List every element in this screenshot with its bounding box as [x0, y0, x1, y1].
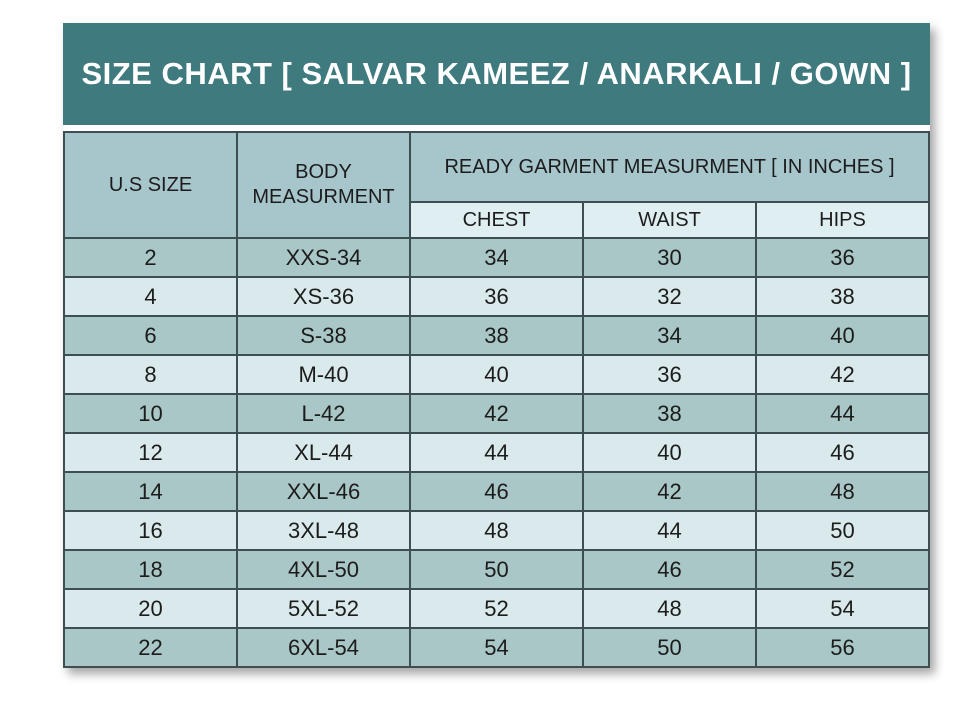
title-bar: SIZE CHART [ SALVAR KAMEEZ / ANARKALI / …: [63, 23, 930, 125]
table-row: 20 5XL-52 52 48 54: [63, 588, 930, 629]
cell-waist: 42: [582, 471, 757, 512]
table-row: 16 3XL-48 48 44 50: [63, 510, 930, 551]
cell-body-measurement: XXS-34: [236, 237, 411, 278]
cell-body-measurement: S-38: [236, 315, 411, 356]
cell-us-size: 10: [63, 393, 238, 434]
cell-us-size: 16: [63, 510, 238, 551]
cell-waist: 30: [582, 237, 757, 278]
cell-body-measurement: 3XL-48: [236, 510, 411, 551]
cell-us-size: 22: [63, 627, 238, 668]
header-ready-garment: READY GARMENT MEASURMENT [ IN INCHES ]: [409, 131, 930, 203]
header-row-main: U.S SIZE BODY MEASURMENT READY GARMENT M…: [63, 131, 930, 239]
table-row: 10 L-42 42 38 44: [63, 393, 930, 434]
cell-hips: 48: [755, 471, 930, 512]
cell-hips: 46: [755, 432, 930, 473]
cell-body-measurement: 4XL-50: [236, 549, 411, 590]
cell-us-size: 12: [63, 432, 238, 473]
cell-body-measurement: L-42: [236, 393, 411, 434]
cell-chest: 40: [409, 354, 584, 395]
table-row: 22 6XL-54 54 50 56: [63, 627, 930, 668]
cell-body-measurement: XL-44: [236, 432, 411, 473]
cell-waist: 40: [582, 432, 757, 473]
cell-chest: 50: [409, 549, 584, 590]
table-row: 18 4XL-50 50 46 52: [63, 549, 930, 590]
cell-waist: 34: [582, 315, 757, 356]
cell-body-measurement: 5XL-52: [236, 588, 411, 629]
header-hips: HIPS: [755, 201, 930, 239]
header-waist: WAIST: [582, 201, 757, 239]
header-body-measurement: BODY MEASURMENT: [236, 131, 411, 239]
page-title: SIZE CHART [ SALVAR KAMEEZ / ANARKALI / …: [81, 56, 912, 91]
cell-body-measurement: M-40: [236, 354, 411, 395]
size-rows: 2 XXS-34 34 30 36 4 XS-36 36 32 38 6 S-38 38 34 40 8 M-4…: [63, 237, 930, 668]
cell-us-size: 6: [63, 315, 238, 356]
cell-chest: 36: [409, 276, 584, 317]
header-us-size: U.S SIZE: [63, 131, 238, 239]
cell-waist: 46: [582, 549, 757, 590]
cell-hips: 56: [755, 627, 930, 668]
table-row: 2 XXS-34 34 30 36: [63, 237, 930, 278]
table-row: 8 M-40 40 36 42: [63, 354, 930, 395]
cell-us-size: 18: [63, 549, 238, 590]
table-row: 14 XXL-46 46 42 48: [63, 471, 930, 512]
cell-hips: 52: [755, 549, 930, 590]
cell-us-size: 14: [63, 471, 238, 512]
cell-chest: 54: [409, 627, 584, 668]
header-row-sub: CHEST WAIST HIPS: [64, 201, 930, 239]
cell-chest: 48: [409, 510, 584, 551]
cell-chest: 34: [409, 237, 584, 278]
cell-waist: 44: [582, 510, 757, 551]
cell-body-measurement: XS-36: [236, 276, 411, 317]
cell-hips: 38: [755, 276, 930, 317]
cell-hips: 36: [755, 237, 930, 278]
title-table-divider: [63, 125, 930, 131]
cell-waist: 50: [582, 627, 757, 668]
cell-waist: 48: [582, 588, 757, 629]
table-header: U.S SIZE BODY MEASURMENT READY GARMENT M…: [63, 131, 930, 239]
size-chart-table: U.S SIZE BODY MEASURMENT READY GARMENT M…: [63, 131, 930, 668]
cell-us-size: 20: [63, 588, 238, 629]
cell-chest: 52: [409, 588, 584, 629]
table-row: 4 XS-36 36 32 38: [63, 276, 930, 317]
cell-hips: 44: [755, 393, 930, 434]
cell-us-size: 8: [63, 354, 238, 395]
table-row: 12 XL-44 44 40 46: [63, 432, 930, 473]
cell-body-measurement: 6XL-54: [236, 627, 411, 668]
cell-waist: 32: [582, 276, 757, 317]
cell-chest: 46: [409, 471, 584, 512]
cell-us-size: 4: [63, 276, 238, 317]
cell-chest: 38: [409, 315, 584, 356]
cell-hips: 40: [755, 315, 930, 356]
cell-hips: 42: [755, 354, 930, 395]
cell-body-measurement: XXL-46: [236, 471, 411, 512]
cell-chest: 42: [409, 393, 584, 434]
cell-waist: 36: [582, 354, 757, 395]
table-row: 6 S-38 38 34 40: [63, 315, 930, 356]
header-chest: CHEST: [409, 201, 584, 239]
size-chart-panel: SIZE CHART [ SALVAR KAMEEZ / ANARKALI / …: [63, 23, 930, 668]
cell-hips: 54: [755, 588, 930, 629]
cell-hips: 50: [755, 510, 930, 551]
cell-us-size: 2: [63, 237, 238, 278]
cell-chest: 44: [409, 432, 584, 473]
cell-waist: 38: [582, 393, 757, 434]
